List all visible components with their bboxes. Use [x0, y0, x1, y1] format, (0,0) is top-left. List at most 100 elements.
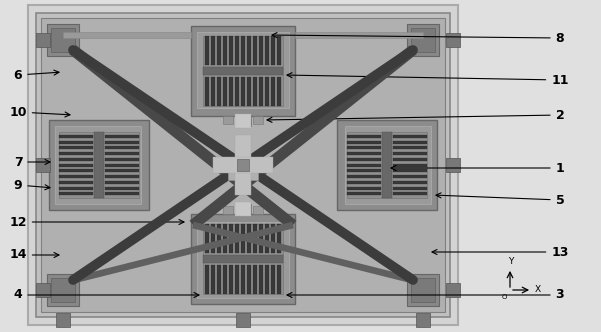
Bar	[347, 181, 380, 184]
Bar	[235, 202, 251, 216]
Text: O: O	[502, 294, 507, 300]
Bar	[265, 224, 269, 253]
Text: X: X	[535, 286, 541, 294]
Bar	[105, 158, 139, 161]
Text: 9: 9	[14, 179, 50, 192]
Bar	[238, 145, 248, 170]
Bar	[277, 77, 281, 106]
Bar	[394, 163, 427, 167]
Bar	[197, 32, 289, 108]
Bar	[203, 255, 283, 263]
Text: 2: 2	[267, 109, 564, 123]
Bar	[36, 13, 450, 317]
Bar	[271, 77, 275, 106]
Bar	[203, 224, 283, 294]
Bar	[446, 158, 460, 172]
Bar	[259, 77, 263, 106]
Bar	[235, 265, 239, 294]
Bar	[228, 170, 258, 180]
Bar	[241, 77, 245, 106]
Bar	[394, 140, 427, 143]
Bar	[347, 158, 380, 161]
Bar	[271, 224, 275, 253]
Bar	[407, 24, 439, 56]
Bar	[59, 175, 93, 178]
Bar	[277, 265, 281, 294]
Bar	[36, 283, 50, 297]
Bar	[206, 224, 209, 253]
Bar	[224, 77, 227, 106]
Bar	[218, 224, 221, 253]
Bar	[235, 36, 239, 65]
Bar	[203, 67, 283, 75]
Bar	[230, 265, 233, 294]
Bar	[277, 36, 281, 65]
Bar	[394, 135, 427, 138]
Bar	[36, 33, 50, 47]
Text: 10: 10	[9, 106, 70, 119]
Bar	[235, 114, 251, 128]
Bar	[59, 146, 93, 149]
Bar	[411, 28, 435, 52]
Text: 8: 8	[272, 32, 564, 44]
Bar	[394, 169, 427, 172]
Bar	[49, 120, 149, 210]
Bar	[105, 140, 139, 143]
Bar	[105, 163, 139, 167]
Bar	[223, 206, 233, 214]
Bar	[347, 140, 380, 143]
Bar	[59, 152, 93, 155]
Bar	[416, 313, 430, 327]
Bar	[213, 157, 273, 173]
Bar	[105, 169, 139, 172]
Bar	[259, 36, 263, 65]
Bar	[94, 132, 104, 198]
Bar	[59, 187, 93, 190]
Bar	[347, 135, 380, 138]
Bar	[59, 132, 139, 198]
Bar	[105, 152, 139, 155]
Bar	[59, 169, 93, 172]
Bar	[265, 77, 269, 106]
Bar	[394, 146, 427, 149]
Bar	[407, 274, 439, 306]
Bar	[394, 158, 427, 161]
Text: 1: 1	[391, 161, 564, 175]
Bar	[47, 24, 79, 56]
Bar	[212, 77, 215, 106]
Bar	[206, 36, 209, 65]
Bar	[223, 116, 233, 124]
Bar	[105, 192, 139, 195]
Bar	[337, 120, 437, 210]
Bar	[59, 158, 93, 161]
Bar	[411, 278, 435, 302]
Bar	[203, 36, 283, 106]
Bar	[382, 132, 392, 198]
Bar	[224, 36, 227, 65]
Bar	[55, 126, 141, 204]
Bar	[241, 224, 245, 253]
Bar	[28, 5, 458, 325]
Bar	[218, 77, 221, 106]
Text: 13: 13	[432, 245, 569, 259]
Bar	[237, 159, 249, 171]
Bar	[212, 265, 215, 294]
Bar	[253, 116, 263, 124]
Bar	[247, 77, 251, 106]
Bar	[41, 18, 445, 312]
Bar	[277, 224, 281, 253]
Bar	[265, 265, 269, 294]
Bar	[59, 135, 93, 138]
Text: Y: Y	[508, 257, 514, 266]
Bar	[191, 26, 295, 116]
Bar	[253, 224, 257, 253]
Bar	[347, 132, 427, 198]
Text: 3: 3	[287, 289, 564, 301]
Bar	[347, 146, 380, 149]
Bar	[59, 181, 93, 184]
Bar	[236, 313, 250, 327]
Bar	[394, 181, 427, 184]
Bar	[218, 265, 221, 294]
Bar	[212, 224, 215, 253]
Bar	[105, 175, 139, 178]
